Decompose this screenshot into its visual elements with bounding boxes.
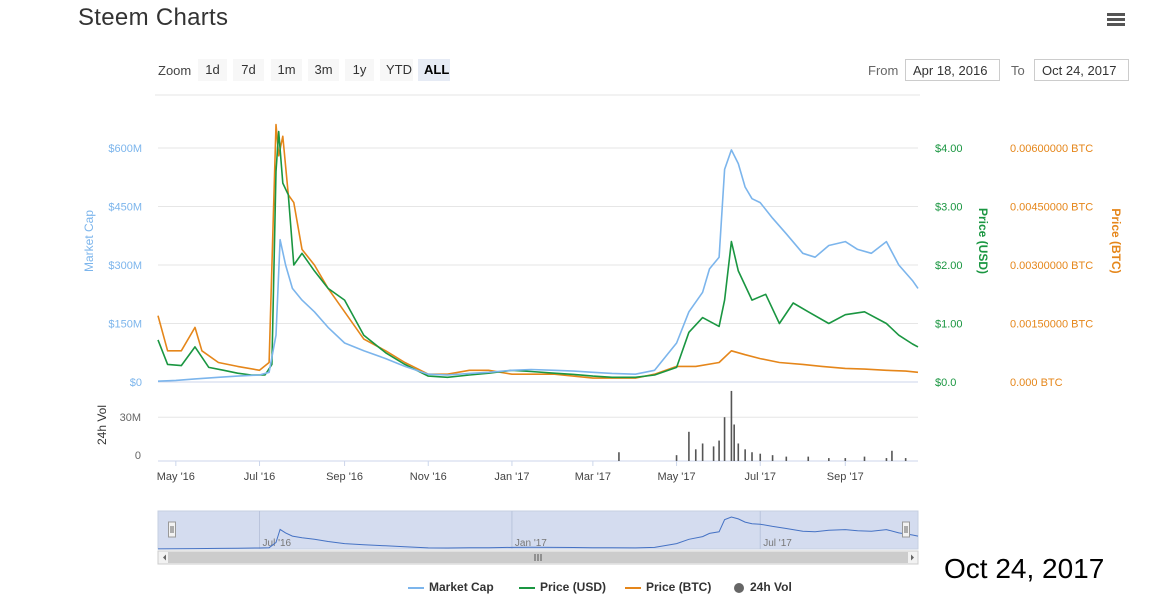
volume-bar [828, 458, 830, 461]
zoom-button-1y[interactable]: 1y [345, 59, 374, 81]
navigator-mask [157, 510, 919, 550]
volume-axis-title: 24h Vol [95, 405, 109, 445]
x-tick-label: Mar '17 [575, 471, 611, 483]
volume-bar [718, 440, 720, 461]
legend-24h-vol-dot [734, 582, 744, 593]
volume-bar [785, 456, 788, 461]
volume-bar [730, 390, 733, 461]
x-tick-label: May '17 [657, 471, 695, 483]
market-cap-tick-label: $450M [108, 202, 142, 214]
volume-bar [863, 456, 866, 461]
price-usd-tick-label: $0.0 [935, 377, 956, 389]
volume-bar [751, 452, 753, 461]
volume-bar [701, 443, 704, 461]
zoom-button-all[interactable]: ALL [418, 59, 450, 81]
volume-bar [712, 446, 715, 461]
to-label: To [1011, 63, 1025, 78]
scroll-right-arrow-icon [911, 554, 914, 561]
zoom-button-7d[interactable]: 7d [233, 59, 264, 81]
x-tick-label: May '16 [157, 471, 195, 483]
x-tick-label: Sep '16 [326, 471, 363, 483]
market-cap-tick-label: $150M [108, 319, 142, 331]
navigator-tick-label: Jan '17 [515, 538, 547, 549]
scroll-left-arrow-icon [163, 554, 166, 561]
navigator-handle[interactable] [168, 521, 176, 538]
price-btc-tick-label: 0.000 BTC [1010, 377, 1063, 389]
navigator-series-line [157, 516, 919, 550]
volume-bar [771, 455, 774, 461]
legend-24h-vol-label: 24h Vol [750, 580, 792, 594]
legend-price-btc-swatch [625, 586, 641, 589]
price-usd-tick-label: $1.00 [935, 319, 963, 331]
legend-market-cap[interactable]: Market Cap [408, 580, 494, 594]
hamburger-menu-icon[interactable] [1107, 13, 1125, 27]
volume-bar [694, 449, 697, 461]
navigator-tick-label: Jul '16 [263, 538, 292, 549]
x-tick-label: Sep '17 [827, 471, 864, 483]
zoom-button-ytd[interactable]: YTD [380, 59, 413, 81]
navigator-tick-label: Jul '17 [763, 538, 792, 549]
date-stamp: Oct 24, 2017 [944, 553, 1105, 584]
volume-bar [844, 458, 847, 461]
market-cap-tick-label: $0 [130, 377, 142, 389]
page-title: Steem Charts [78, 4, 229, 31]
zoom-button-3m[interactable]: 3m [308, 59, 339, 81]
market-cap-line [157, 149, 919, 382]
price-usd-tick-label: $4.00 [935, 143, 963, 155]
price-btc-line [157, 123, 919, 379]
zoom-button-1m[interactable]: 1m [271, 59, 302, 81]
price-btc-tick-label: 0.00450000 BTC [1010, 202, 1093, 214]
price-usd-axis-title: Price (USD) [976, 208, 990, 274]
volume-tick-label: 0 [135, 450, 141, 462]
volume-bar [807, 456, 810, 461]
legend-price-btc-label: Price (BTC) [646, 580, 712, 594]
market-cap-tick-label: $300M [108, 260, 142, 272]
price-btc-tick-label: 0.00600000 BTC [1010, 143, 1093, 155]
volume-bar [744, 449, 746, 461]
x-tick-label: Nov '16 [410, 471, 447, 483]
zoom-label: Zoom [158, 63, 192, 78]
x-tick-label: Jan '17 [494, 471, 529, 483]
volume-tick-label: 30M [120, 412, 141, 424]
price-btc-tick-label: 0.00150000 BTC [1010, 319, 1093, 331]
price-usd-tick-label: $2.00 [935, 260, 963, 272]
volume-bar [737, 443, 740, 461]
legend-price-usd-swatch [519, 586, 535, 589]
market-cap-axis-title: Market Cap [82, 210, 96, 272]
from-date-input[interactable]: Apr 18, 2016 [905, 59, 1000, 81]
volume-bar [891, 450, 893, 461]
price-btc-tick-label: 0.00300000 BTC [1010, 260, 1093, 272]
from-label: From [868, 63, 899, 78]
volume-bar [904, 458, 907, 461]
legend-price-btc[interactable]: Price (BTC) [625, 580, 711, 594]
volume-bar [759, 453, 762, 461]
legend-market-cap-label: Market Cap [429, 580, 494, 594]
legend-24h-vol[interactable]: 24h Vol [734, 580, 792, 594]
legend-price-usd[interactable]: Price (USD) [519, 580, 606, 594]
legend-price-usd-label: Price (USD) [540, 580, 607, 594]
price-usd-tick-label: $3.00 [935, 202, 963, 214]
market-cap-tick-label: $600M [108, 143, 142, 155]
volume-bar [688, 431, 690, 461]
legend-market-cap-swatch [408, 586, 424, 589]
zoom-button-1d[interactable]: 1d [198, 59, 227, 81]
volume-bar [885, 458, 888, 461]
to-date-input[interactable]: Oct 24, 2017 [1034, 59, 1129, 81]
x-tick-label: Jul '16 [244, 471, 275, 483]
navigator-handle[interactable] [902, 521, 910, 538]
x-tick-label: Jul '17 [745, 471, 776, 483]
price-btc-axis-title: Price (BTC) [1109, 208, 1123, 273]
volume-bar [723, 417, 726, 461]
volume-bar [675, 455, 678, 461]
volume-bar [618, 452, 620, 461]
volume-bar [733, 424, 735, 461]
